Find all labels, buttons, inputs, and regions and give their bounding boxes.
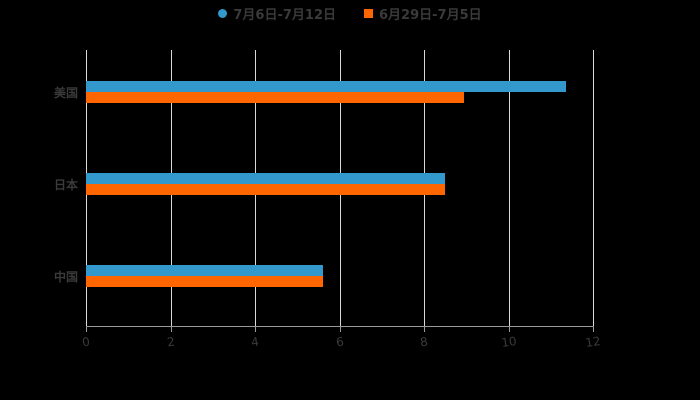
bar-series-2[interactable] <box>86 184 446 195</box>
bar-series-1[interactable] <box>86 265 323 276</box>
x-tick <box>339 326 341 332</box>
y-category-label: 中国 <box>53 270 78 284</box>
legend-item-series-2[interactable]: 6月29日-7月5日 <box>364 4 482 23</box>
legend-marker-square-icon <box>364 9 373 18</box>
chart-legend: 7月6日-7月12日 6月29日-7月5日 <box>0 4 700 23</box>
legend-marker-circle-icon <box>218 9 228 18</box>
x-tick <box>593 326 594 332</box>
x-tick <box>424 326 425 332</box>
gridline <box>593 50 594 326</box>
x-tick-label: 8 <box>419 334 429 350</box>
bar-series-1[interactable] <box>86 81 566 92</box>
y-category-label: 日本 <box>53 178 78 192</box>
x-tick-label: 12 <box>584 334 602 350</box>
plot-area <box>86 50 594 326</box>
x-tick <box>170 326 172 332</box>
x-tick-label: 4 <box>250 334 260 350</box>
x-tick-label: 2 <box>165 334 176 350</box>
legend-label: 7月6日-7月12日 <box>233 8 336 23</box>
bar-series-2[interactable] <box>86 92 465 103</box>
x-tick-label: 0 <box>81 334 91 350</box>
x-tick <box>86 326 87 332</box>
x-tick-label: 6 <box>334 334 345 350</box>
bar-series-2[interactable] <box>86 276 323 287</box>
legend-item-series-1[interactable]: 7月6日-7月12日 <box>218 4 336 23</box>
bar-series-1[interactable] <box>86 173 446 184</box>
x-tick-label: 10 <box>499 334 518 350</box>
x-tick <box>255 326 256 332</box>
y-category-label: 美国 <box>53 86 78 100</box>
gridline <box>508 50 510 326</box>
legend-label: 6月29日-7月5日 <box>379 8 482 23</box>
x-tick <box>508 326 510 332</box>
